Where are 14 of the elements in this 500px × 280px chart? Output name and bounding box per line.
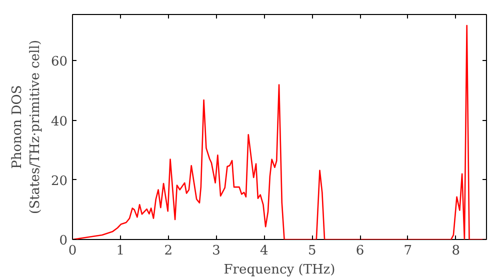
y-axis-title: Phonon DOS (States/THz·primitive cell) <box>10 40 43 214</box>
x-tick-label: 3 <box>212 244 220 258</box>
x-tick-label: 6 <box>356 244 364 258</box>
x-tick-label: 1 <box>116 244 125 258</box>
x-tick-label: 2 <box>164 244 172 258</box>
y-tick-label: 0 <box>59 234 68 248</box>
x-tick-label: 5 <box>308 244 316 258</box>
y-tick-label: 40 <box>50 114 68 130</box>
y-tick-label: 20 <box>50 174 68 189</box>
x-tick-label: 7 <box>404 244 412 258</box>
x-tick-label: 8 <box>452 244 460 258</box>
x-tick-label: 4 <box>260 244 268 258</box>
x-axis-title: Frequency (THz) <box>224 262 336 278</box>
y-tick-label: 60 <box>50 54 68 70</box>
